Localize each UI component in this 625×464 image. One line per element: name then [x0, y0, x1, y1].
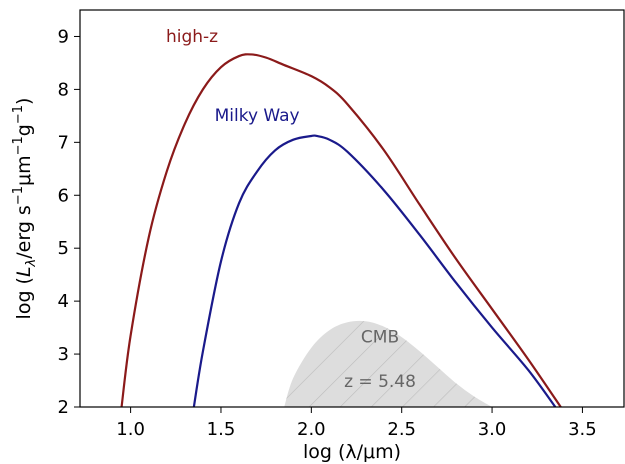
series-high-z-line [120, 53, 562, 407]
y-axis: 2 3 4 5 6 7 8 9 [58, 26, 80, 418]
y-label-unit-g: g [13, 124, 35, 136]
y-label-exp1: −1 [11, 186, 26, 205]
y-label-L: L [13, 266, 35, 277]
y-tick-label: 7 [58, 132, 69, 153]
x-axis-label: log (λ/μm) [303, 441, 401, 463]
y-label-exp2: −1 [11, 136, 26, 155]
y-label-prefix: log ( [13, 277, 35, 319]
y-tick-label: 5 [58, 238, 69, 259]
y-tick-label: 9 [58, 26, 69, 47]
y-label-close: ) [13, 98, 35, 105]
series-milky-way-line [192, 134, 557, 407]
x-tick-label: 1.0 [116, 419, 145, 440]
plot-frame [79, 9, 625, 408]
y-label-exp3: −1 [11, 105, 26, 124]
y-tick-label: 6 [58, 185, 69, 206]
y-label-unit-mid: μm [13, 155, 35, 186]
annotation-milky-way: Milky Way [215, 106, 300, 126]
y-label-unit-open: /erg s [13, 205, 35, 259]
x-tick-label: 2.0 [297, 419, 326, 440]
y-tick-label: 8 [58, 79, 69, 100]
y-tick-label: 4 [58, 291, 69, 312]
series-cmb-hatch [284, 320, 493, 407]
annotation-high-z: high-z [166, 27, 218, 47]
annotation-cmb: CMB [361, 327, 399, 347]
x-tick-label: 3.0 [478, 419, 507, 440]
y-tick-label: 2 [58, 397, 69, 418]
y-axis-label: log (Lλ/erg s−1μm−1g−1) [11, 98, 39, 320]
x-axis: 1.0 1.5 2.0 2.5 3.0 3.5 [116, 407, 597, 440]
y-tick-label: 3 [58, 344, 69, 365]
x-tick-label: 3.5 [568, 419, 597, 440]
curves-layer [120, 53, 562, 407]
annotations: high-z Milky Way CMB z = 5.48 [166, 27, 416, 392]
x-tick-label: 1.5 [207, 419, 236, 440]
x-tick-label: 2.5 [387, 419, 416, 440]
y-label-lambda-sub: λ [24, 259, 39, 268]
annotation-z-5-48: z = 5.48 [344, 372, 416, 392]
